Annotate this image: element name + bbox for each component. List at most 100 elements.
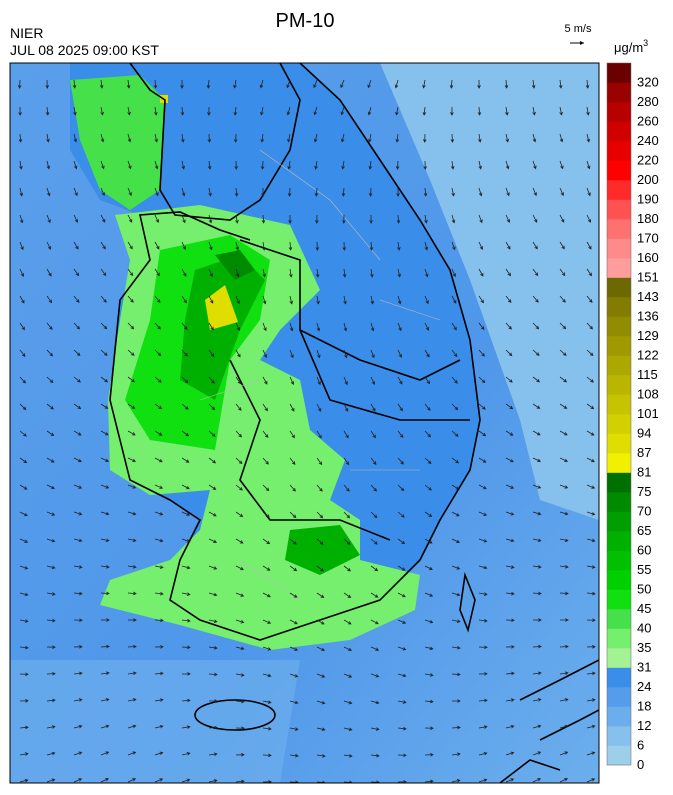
wind-arrow <box>478 725 488 729</box>
wind-arrow <box>45 79 49 89</box>
wind-arrow <box>505 187 510 197</box>
wind-arrow <box>505 160 510 170</box>
wind-arrow <box>127 241 133 250</box>
wind-arrow <box>208 538 218 543</box>
wind-arrow <box>559 591 569 596</box>
wind-arrow <box>423 187 428 197</box>
wind-arrow <box>46 725 56 729</box>
wind-arrow <box>451 646 461 650</box>
wind-arrow <box>100 322 108 330</box>
wind-arrow <box>287 160 292 170</box>
wind-arrow <box>127 644 137 649</box>
wind-arrow <box>154 376 162 383</box>
wind-arrow <box>451 430 459 437</box>
wind-arrow <box>46 511 56 516</box>
wind-arrow <box>532 295 539 303</box>
wind-scale-label: 5 m/s <box>565 23 592 35</box>
wind-arrow <box>73 160 78 170</box>
wind-arrow <box>505 778 515 783</box>
wind-arrow <box>181 214 186 224</box>
wind-arrow <box>127 214 133 223</box>
wind-arrow <box>424 349 430 358</box>
wind-arrow <box>154 187 159 197</box>
wind-arrow <box>100 618 110 622</box>
wind-arrow <box>424 619 434 624</box>
wind-arrow <box>100 511 110 516</box>
wind-arrow <box>46 160 51 170</box>
wind-arrow <box>343 457 350 466</box>
wind-arrow <box>127 778 137 783</box>
wind-arrow <box>370 538 378 545</box>
wind-arrow <box>424 779 434 783</box>
wind-arrow <box>260 106 264 116</box>
wind-arrow <box>154 133 158 143</box>
colorbar-segment <box>607 63 631 83</box>
wind-arrow <box>127 724 137 729</box>
wind-arrow <box>154 268 160 277</box>
colorbar-label: 60 <box>637 543 651 558</box>
wind-arrow <box>262 322 267 332</box>
wind-arrow <box>478 349 485 357</box>
wind-arrow <box>18 133 23 143</box>
colorbar-label: 87 <box>637 445 651 460</box>
wind-arrow <box>235 511 244 518</box>
wind-arrow <box>73 565 83 569</box>
wind-arrow <box>46 645 56 649</box>
wind-arrow <box>397 753 407 758</box>
wind-arrow <box>451 457 460 464</box>
wind-arrow <box>586 133 591 143</box>
wind-arrow <box>586 241 592 250</box>
wind-arrow <box>262 592 271 598</box>
wind-arrow <box>451 376 458 384</box>
wind-arrow <box>396 187 400 197</box>
wind-arrow <box>46 295 53 304</box>
colorbar-segment <box>607 531 631 551</box>
wind-arrow <box>424 673 434 677</box>
wind-arrow <box>262 619 272 624</box>
colorbar-segment <box>607 745 631 766</box>
wind-arrow <box>181 349 188 357</box>
wind-arrow <box>262 295 267 305</box>
wind-arrow <box>154 214 159 223</box>
wind-arrow <box>424 592 434 597</box>
wind-arrow <box>208 619 218 623</box>
wind-arrow <box>478 592 488 596</box>
wind-arrow <box>559 457 569 462</box>
wind-arrow <box>396 214 401 224</box>
wind-arrow <box>154 106 158 116</box>
wind-arrow <box>208 725 218 730</box>
wind-arrow <box>316 727 326 732</box>
wind-arrow <box>316 376 321 386</box>
map-frame <box>9 62 600 784</box>
wind-arrow <box>559 241 565 250</box>
wind-arrow <box>424 726 434 730</box>
wind-arrow <box>127 403 136 409</box>
wind-arrow <box>19 295 25 304</box>
colorbar: 0 6 12 18 24 31 35 40 45 50 55 60 65 70 75 81 87 94 101 108… <box>606 62 659 772</box>
wind-arrow <box>73 538 83 543</box>
wind-arrow <box>315 214 319 224</box>
wind-arrow <box>370 457 377 465</box>
wind-arrow <box>154 724 164 729</box>
wind-arrow <box>451 592 461 597</box>
wind-arrow <box>397 403 403 412</box>
wind-arrow <box>342 241 347 251</box>
colorbar-label: 143 <box>637 289 659 304</box>
wind-arrow <box>19 430 27 437</box>
wind-arrow <box>73 187 78 197</box>
wind-arrow <box>586 724 596 729</box>
wind-arrow <box>73 778 83 783</box>
wind-arrow <box>46 268 52 277</box>
wind-arrow <box>235 538 244 544</box>
wind-arrow <box>19 214 24 224</box>
wind-arrow <box>397 484 405 492</box>
wind-arrow <box>505 538 515 543</box>
colorbar-label: 151 <box>637 270 659 285</box>
wind-arrow <box>316 322 321 332</box>
wind-arrow <box>289 349 294 359</box>
wind-arrow <box>100 671 110 675</box>
wind-arrow <box>559 349 567 356</box>
colorbar-segment <box>607 316 631 337</box>
wind-arrow <box>316 592 325 598</box>
colorbar-segment <box>607 609 631 629</box>
